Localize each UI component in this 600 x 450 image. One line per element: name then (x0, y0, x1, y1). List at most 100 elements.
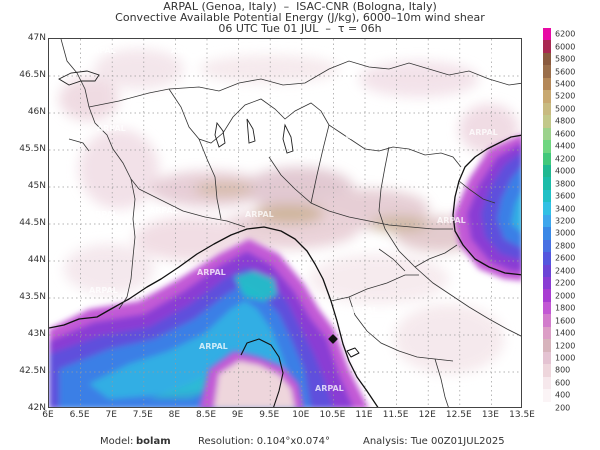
colorbar-level-label: 1200 (555, 341, 576, 351)
colorbar-level-label: 2200 (555, 278, 576, 288)
colorbar-cell (543, 252, 551, 266)
colorbar-level-label: 3600 (555, 191, 576, 201)
colorbar-cell (543, 214, 551, 228)
latitude-tick-label: 45.5N (19, 144, 46, 154)
latitude-tick-label: 42.5N (19, 366, 46, 376)
colorbar-cell (543, 289, 551, 303)
colorbar-cell (543, 102, 551, 116)
colorbar-level-label: 5000 (555, 104, 576, 114)
resolution-text: Resolution: 0.104°x0.074° (198, 436, 330, 447)
colorbar-cell (543, 140, 551, 153)
title-line-1: ARPAL (Genoa, Italy) – ISAC-CNR (Bologna… (163, 0, 437, 13)
colorbar-cell (543, 115, 551, 129)
latitude-tick-label: 46N (27, 107, 46, 117)
svg-text:ARPAL: ARPAL (315, 384, 344, 393)
longitude-tick-label: 6E (42, 410, 54, 420)
colorbar-cell (543, 40, 551, 54)
svg-text:ARPAL: ARPAL (469, 128, 498, 137)
colorbar-level-label: 3800 (555, 179, 576, 189)
longitude-tick-label: 8.5E (196, 410, 216, 420)
map-canvas: ARPAL ARPAL ARPAL ARPAL ARPAL ARPAL ARPA… (49, 39, 521, 407)
colorbar-cell (543, 351, 551, 365)
lat-lon-grid (49, 39, 521, 407)
latitude-tick-label: 44N (27, 255, 46, 265)
svg-text:ARPAL: ARPAL (289, 152, 318, 161)
colorbar-level-label: 1400 (555, 328, 576, 338)
colorbar-level-label: 1000 (555, 353, 576, 363)
colorbar-level-label: 1800 (555, 303, 576, 313)
colorbar-level-label: 4800 (555, 116, 576, 126)
colorbar-cell (543, 239, 551, 253)
colorbar-cell (543, 52, 551, 66)
svg-text:ARPAL: ARPAL (489, 52, 518, 61)
svg-text:ARPAL: ARPAL (197, 268, 226, 277)
title-line-3: 06 UTC Tue 01 JUL – τ = 06h (218, 22, 382, 35)
longitude-tick-label: 13.5E (509, 410, 535, 420)
colorbar-level-label: 2400 (555, 266, 576, 276)
colorbar-cell (543, 152, 551, 166)
model-label: Model: (100, 436, 134, 447)
latitude-tick-label: 46.5N (19, 70, 46, 80)
colorbar-cell (543, 65, 551, 79)
map-title: ARPAL (Genoa, Italy) – ISAC-CNR (Bologna… (0, 1, 600, 34)
longitude-tick-label: 11E (355, 410, 373, 420)
colorbar-level-label: 4200 (555, 154, 576, 164)
borders (60, 39, 521, 407)
svg-text:ARPAL: ARPAL (199, 342, 228, 351)
svg-text:ARPAL: ARPAL (89, 286, 118, 295)
longitude-tick-label: 9.5E (259, 410, 280, 420)
longitude-tick-label: 12E (418, 410, 436, 420)
model-value: bolam (136, 436, 171, 447)
colorbar-cell (543, 339, 551, 353)
colorbar-level-label: 800 (555, 365, 571, 375)
cape-low-field (59, 49, 519, 374)
colorbar-level-label: 2800 (555, 241, 576, 251)
cape-corsica-gap (199, 351, 304, 407)
longitude-tick-label: 10.5E (319, 410, 346, 420)
latitude-tick-label: 44.5N (19, 218, 46, 228)
colorbar-cell (543, 376, 551, 390)
colorbar-level-label: 6000 (555, 42, 576, 52)
colorbar-cell (543, 177, 551, 191)
colorbar-cell (543, 127, 551, 141)
svg-text:ARPAL: ARPAL (171, 46, 200, 55)
colorbar-cell (543, 401, 551, 415)
longitude-tick-label: 13E (481, 410, 499, 420)
colorbar-level-label: 5600 (555, 67, 576, 77)
svg-text:ARPAL: ARPAL (437, 216, 466, 225)
colorbar-level-label: 200 (555, 403, 571, 413)
latitude-tick-label: 43N (27, 329, 46, 339)
colorbar-level-label: 600 (555, 378, 571, 388)
longitude-tick-label: 8E (168, 410, 181, 420)
svg-text:ARPAL: ARPAL (97, 124, 126, 133)
title-line-2: Convective Available Potential Energy (J… (115, 11, 485, 24)
analysis-text: Analysis: Tue 00Z01JUL2025 (363, 436, 505, 447)
colorbar-level-label: 2000 (555, 291, 576, 301)
colorbar-level-label: 6200 (555, 29, 576, 39)
colorbar-cell (543, 202, 551, 216)
map-panel: ARPAL ARPAL ARPAL ARPAL ARPAL ARPAL ARPA… (48, 38, 522, 408)
svg-text:ARPAL: ARPAL (149, 206, 178, 215)
colorbar-cell (543, 314, 551, 328)
colorbar-cell (543, 364, 551, 378)
watermarks: ARPAL ARPAL ARPAL ARPAL ARPAL ARPAL ARPA… (87, 46, 518, 393)
longitude-tick-label: 10E (292, 410, 310, 420)
colorbar-level-label: 1600 (555, 316, 576, 326)
colorbar-level-label: 5200 (555, 91, 576, 101)
colorbar-cell (543, 189, 551, 203)
svg-text:ARPAL: ARPAL (87, 46, 116, 55)
cape-sea-east (454, 134, 521, 281)
longitude-tick-label: 11.5E (382, 410, 409, 420)
colorbar-cell (543, 301, 551, 315)
colorbar-level-label: 4600 (555, 129, 576, 139)
colorbar-level-label: 400 (555, 390, 571, 400)
colorbar-cell (543, 326, 551, 340)
latitude-tick-label: 42N (27, 403, 46, 413)
longitude-tick-label: 9E (231, 410, 244, 420)
colorbar-level-label: 2600 (555, 253, 576, 263)
colorbar-cell (543, 28, 551, 41)
svg-text:ARPAL: ARPAL (89, 210, 118, 219)
colorbar-cell (543, 264, 551, 278)
colorbar-level-label: 4400 (555, 141, 576, 151)
colorbar-level-label: 4000 (555, 166, 576, 176)
